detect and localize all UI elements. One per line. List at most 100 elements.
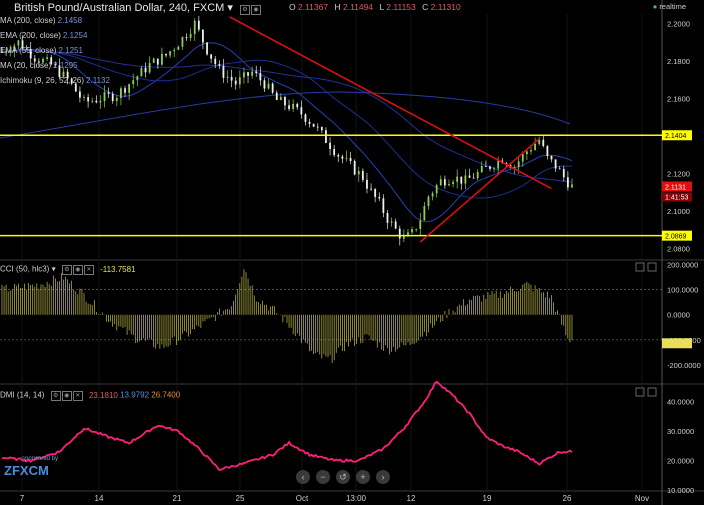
support-price-tag[interactable]: 2.0869	[665, 234, 687, 241]
candle-body	[173, 49, 176, 52]
eye-icon[interactable]: ◉	[72, 265, 83, 275]
dmi-icons[interactable]: ⚙ ◉ ✕	[50, 390, 84, 401]
candle-body	[390, 221, 393, 223]
reset-icon[interactable]: ↺	[336, 470, 350, 484]
candle-body	[345, 157, 348, 159]
candle-body	[251, 71, 254, 76]
pane-control-icon[interactable]	[647, 387, 657, 397]
trend-lines[interactable]	[229, 16, 552, 243]
candle-body	[238, 77, 241, 85]
close-icon[interactable]: ✕	[83, 265, 94, 275]
candle-body	[255, 71, 258, 74]
scroll-right-icon[interactable]: ›	[376, 470, 390, 484]
candle-body	[46, 57, 49, 59]
downtrend-line[interactable]	[229, 16, 552, 190]
indicator-ema55[interactable]: EMA (55, close) 2.1251	[0, 46, 83, 55]
cci-tick-label: 200.0000	[667, 261, 698, 270]
time-tick-label: 14	[95, 494, 104, 503]
pane-control-icon[interactable]	[635, 387, 645, 397]
candle-body	[111, 93, 114, 102]
cci-legend[interactable]: CCI (50, hlc3) ▾ ⚙ ◉ ✕ -113.7581	[0, 264, 136, 275]
candle-body	[341, 156, 344, 159]
candle-body	[513, 167, 516, 168]
candle-body	[349, 157, 352, 162]
header-icons[interactable]: ⚙ ◉	[239, 2, 262, 15]
time-axis[interactable]: 7 14 21 25 Oct 13:00 12 19 26 Nov	[20, 494, 649, 503]
cci-tick-label: 0.0000	[667, 311, 690, 320]
support-price-tag-bg	[662, 230, 692, 241]
candle-body	[517, 161, 520, 168]
candle-body	[152, 58, 155, 63]
price-tick-label: 2.0800	[667, 245, 690, 254]
eye-icon[interactable]: ◉	[61, 391, 72, 401]
zoom-out-icon[interactable]: −	[316, 470, 330, 484]
candle-body	[288, 105, 290, 109]
candle-body	[337, 155, 340, 157]
settings-icon[interactable]: ⚙	[61, 265, 72, 275]
candle-body	[493, 168, 495, 170]
candle-body	[357, 171, 360, 175]
candle-body	[300, 107, 303, 115]
dmi-adx-value: 26.7400	[151, 390, 181, 400]
cci-icons[interactable]: ⚙ ◉ ✕	[61, 264, 95, 275]
resistance-price-tag[interactable]: 2.1404	[665, 133, 687, 140]
pane-control-icon[interactable]	[635, 262, 645, 272]
eye-icon[interactable]: ◉	[250, 4, 261, 15]
candlesticks	[1, 15, 573, 246]
candle-body	[136, 76, 139, 81]
resistance-price-tag-bg	[662, 130, 692, 141]
indicator-ma20[interactable]: MA (20, close) 2.1295	[0, 61, 78, 70]
pane-control-icon[interactable]	[647, 262, 657, 272]
countdown-label: 1:41:53	[665, 194, 688, 201]
symbol-title: British Pound/Australian Dollar, 240, FX…	[14, 2, 225, 14]
settings-icon[interactable]: ⚙	[239, 4, 250, 15]
sponsor-logo[interactable]: sponsored by ZFXCM	[4, 456, 58, 480]
close-icon[interactable]: ✕	[72, 391, 83, 401]
candle-body	[378, 196, 381, 199]
dropdown-icon[interactable]: ▾	[227, 2, 233, 14]
candle-body	[452, 181, 454, 185]
ohlc-close-label: C	[422, 2, 429, 12]
candle-body	[558, 168, 561, 170]
candle-body	[456, 176, 459, 182]
candle-body	[87, 97, 90, 102]
candle-body	[177, 46, 180, 50]
dropdown-icon[interactable]: ▾	[51, 264, 56, 274]
dmi-tick-label: 30.0000	[667, 427, 694, 436]
candle-body	[571, 184, 573, 188]
zoom-in-icon[interactable]: +	[356, 470, 370, 484]
candle-body	[333, 148, 336, 156]
indicator-value: 2.1295	[53, 61, 78, 70]
indicator-ichimoku[interactable]: Ichimoku (9, 26, 52, 26) 2.1132	[0, 76, 110, 85]
dmi-tick-label: 10.0000	[667, 486, 694, 495]
time-tick-label: 26	[563, 494, 572, 503]
dmi-legend[interactable]: DMI (14, 14) ⚙ ◉ ✕ 23.1810 13.9792 26.7400	[0, 390, 180, 401]
candle-body	[33, 58, 36, 62]
last-price-tag[interactable]: 2.1131	[665, 184, 686, 191]
uptrend-line[interactable]	[419, 138, 540, 243]
candle-body	[107, 92, 110, 94]
sponsor-text: sponsored by	[22, 456, 59, 462]
candle-body	[140, 67, 143, 77]
candle-body	[156, 58, 159, 65]
price-axes[interactable]: 2.20002.18002.16002.14002.12002.10002.08…	[635, 19, 701, 495]
candle-body	[165, 53, 167, 56]
candle-body	[222, 65, 225, 78]
scroll-left-icon[interactable]: ‹	[296, 470, 310, 484]
candle-body	[316, 126, 319, 128]
horizontal-levels[interactable]	[0, 134, 662, 237]
ohlc-open-label: O	[289, 2, 296, 12]
candle-body	[66, 71, 69, 79]
dmi-label: DMI (14, 14)	[0, 390, 45, 400]
candle-body	[484, 165, 487, 167]
candle-body	[267, 83, 270, 89]
indicator-ema200[interactable]: EMA (200, close) 2.1254	[0, 31, 87, 40]
candle-body	[279, 97, 282, 101]
realtime-status: realtime	[653, 2, 686, 11]
settings-icon[interactable]: ⚙	[50, 391, 61, 401]
chart-title[interactable]: British Pound/Australian Dollar, 240, FX…	[14, 1, 262, 15]
candle-body	[1, 51, 3, 53]
dmi-tick-label: 40.0000	[667, 398, 694, 407]
indicator-ma200[interactable]: MA (200, close) 2.1458	[0, 16, 82, 25]
